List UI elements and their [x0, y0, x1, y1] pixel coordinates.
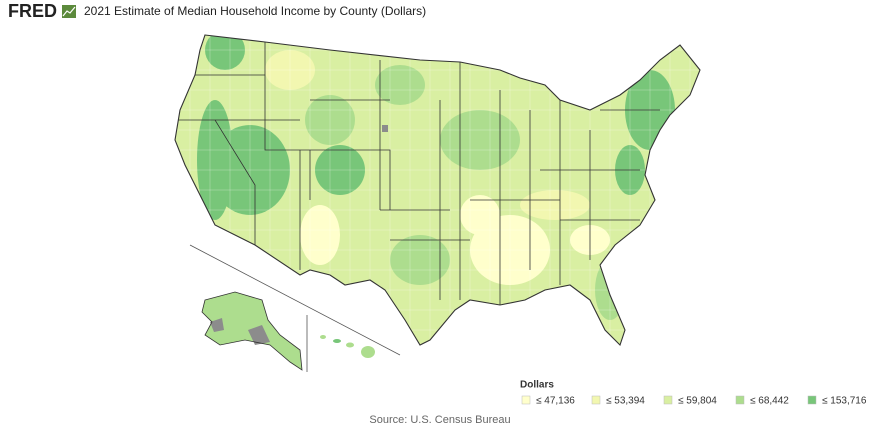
legend-label: ≤ 153,716 — [822, 396, 867, 407]
region — [375, 65, 425, 105]
region — [440, 110, 520, 170]
no-data — [382, 125, 388, 132]
island — [361, 346, 375, 358]
map-title: 2021 Estimate of Median Household Income… — [84, 4, 426, 18]
region — [300, 205, 340, 265]
legend-label: ≤ 59,804 — [678, 396, 717, 407]
region — [197, 100, 233, 220]
region — [460, 195, 500, 235]
logo-icon — [62, 5, 76, 18]
region — [520, 190, 590, 220]
legend-swatch — [521, 395, 531, 405]
legend-label: ≤ 47,136 — [536, 396, 575, 407]
legend-swatch — [807, 395, 817, 405]
legend: Dollars ≤ 47,136 ≤ 53,394 ≤ 59,804 ≤ 68,442… — [520, 380, 867, 407]
no-data — [210, 318, 270, 345]
state-borders — [175, 42, 660, 305]
header: FRED 2021 Estimate of Median Household I… — [8, 1, 426, 21]
island — [320, 335, 326, 339]
legend-swatch — [663, 395, 673, 405]
hawaii — [320, 335, 375, 358]
island — [346, 342, 354, 348]
alaska — [201, 291, 303, 371]
logo: FRED — [8, 1, 57, 21]
logo-icon-line — [62, 6, 76, 17]
source: Source: U.S. Census Bureau — [369, 414, 510, 426]
legend-label: ≤ 53,394 — [606, 396, 645, 407]
legend-swatch — [735, 395, 745, 405]
inset-divider — [189, 244, 401, 356]
island — [333, 339, 341, 343]
region — [390, 235, 450, 285]
legend-label: ≤ 68,442 — [750, 396, 789, 407]
legend-swatch — [591, 395, 601, 405]
map — [174, 34, 701, 372]
alaska-outline — [201, 291, 303, 371]
legend-title: Dollars — [520, 380, 554, 391]
